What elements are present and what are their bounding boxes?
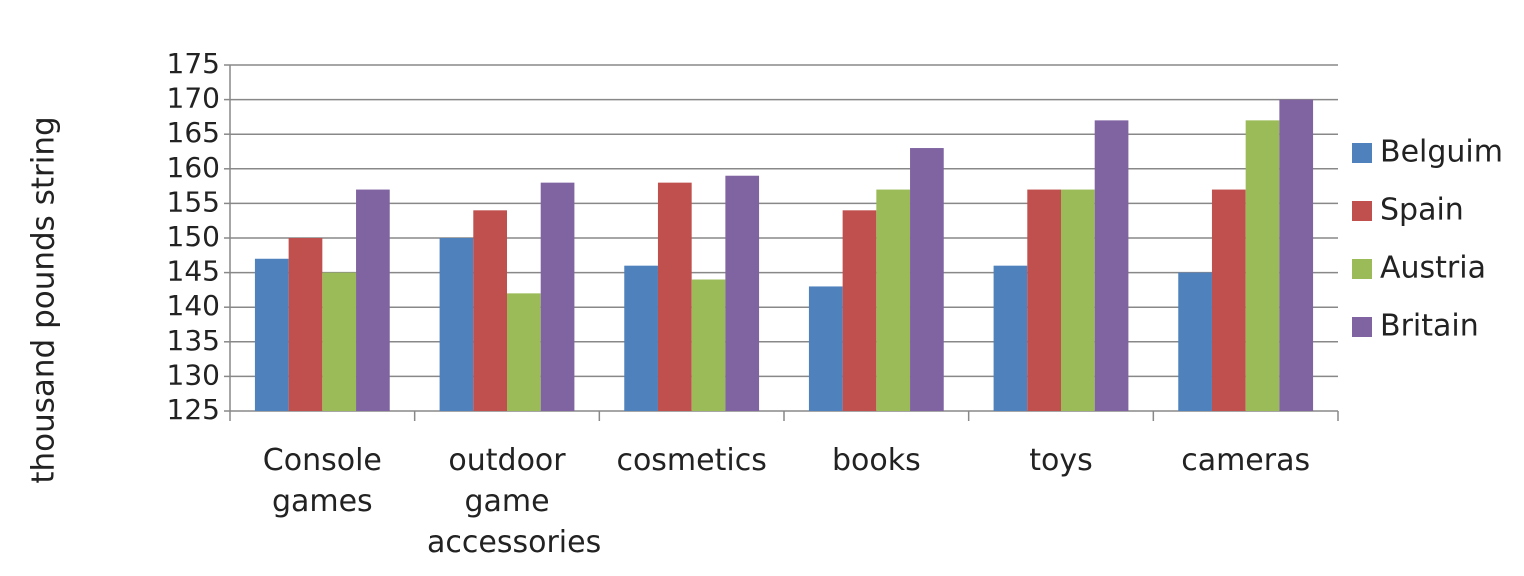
legend-swatch [1352, 201, 1372, 221]
legend-label: Britain [1380, 309, 1479, 344]
y-tick-label: 140 [167, 289, 220, 322]
bar [507, 293, 541, 411]
y-axis-title: thousand pounds string [26, 116, 62, 483]
legend-swatch [1352, 259, 1372, 279]
bar [254, 258, 289, 411]
y-tick-label: 150 [167, 220, 220, 253]
bar [657, 182, 692, 411]
legend-swatch [1352, 143, 1372, 163]
legend-swatch [1352, 317, 1372, 337]
y-tick-label: 160 [167, 151, 220, 184]
bar [876, 189, 911, 411]
bar [1027, 189, 1061, 411]
y-tick-label: 155 [167, 185, 220, 218]
bar [439, 238, 474, 411]
x-tick-label: toys [1029, 443, 1093, 478]
bar [624, 265, 658, 411]
x-tick-label: books [831, 443, 921, 478]
bar [1178, 272, 1212, 411]
bar [993, 265, 1028, 411]
bar [356, 189, 390, 411]
x-tick-label: outdoor game accessories [427, 443, 602, 560]
bar [808, 286, 843, 411]
bar [288, 238, 323, 411]
bar [1061, 189, 1095, 411]
bar [725, 175, 760, 411]
y-tick-label: 130 [167, 358, 220, 391]
legend-label: Austria [1380, 251, 1486, 286]
bar [322, 272, 357, 411]
bar [540, 182, 575, 411]
bar [1279, 99, 1314, 411]
bar [910, 148, 944, 412]
bar [1211, 189, 1246, 411]
y-tick-label: 175 [167, 47, 220, 80]
x-tick-label: Console games [262, 443, 382, 519]
bar [473, 210, 507, 411]
legend-label: Spain [1380, 193, 1464, 228]
bar [1245, 120, 1280, 412]
y-tick-label: 135 [167, 324, 220, 357]
bar [691, 279, 726, 411]
y-tick-label: 165 [167, 116, 220, 149]
x-tick-label: cosmetics [616, 443, 767, 478]
y-tick-label: 170 [167, 82, 220, 115]
x-tick-label: cameras [1181, 443, 1311, 478]
bar [1094, 120, 1129, 412]
y-tick-label: 125 [167, 393, 220, 426]
legend-label: Belguim [1380, 135, 1503, 170]
y-tick-label: 145 [167, 255, 220, 288]
bar [842, 210, 877, 411]
